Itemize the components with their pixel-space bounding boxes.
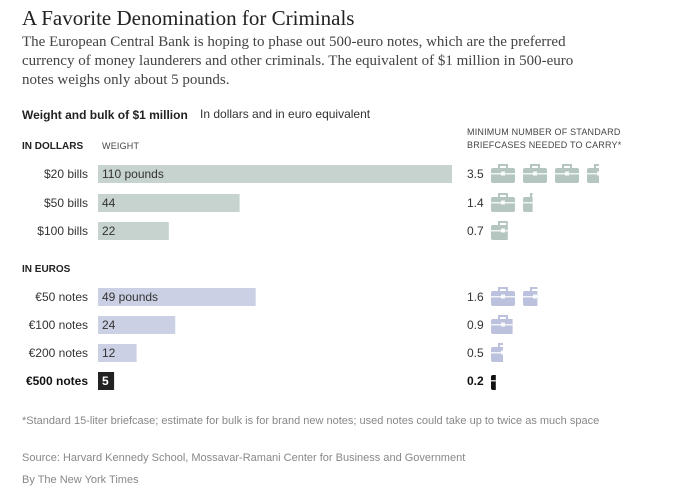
subtitle: The European Central Bank is hoping to p… [22,34,574,88]
page-title: A Favorite Denomination for Criminals [22,6,355,30]
row-label: $20 bills [44,167,88,181]
credit-line: By The New York Times [22,474,139,486]
section-label-dollars: IN DOLLARS [22,141,84,152]
section-label-euros: IN EUROS [22,264,71,275]
row-label: $50 bills [44,196,88,210]
briefcase-count-label: 1.6 [467,290,484,304]
bar [98,194,240,212]
bar-chart: $20 bills 110 pounds 3.5 $50 bills 44 1.4 $100… [26,164,599,390]
chart-subtitle: In dollars and in euro equivalent [200,107,371,121]
briefcase-count-label: 3.5 [467,167,484,181]
footnote: *Standard 15-liter briefcase; estimate f… [22,415,600,427]
briefcase-count-label: 0.5 [467,346,484,360]
briefcase-icon [523,193,533,212]
bar-value-label: 49 pounds [102,290,158,304]
bar-value-label: 110 pounds [102,167,164,181]
bar [98,316,176,334]
briefcase-count-label: 0.9 [467,318,484,332]
chart-title: Weight and bulk of $1 million [22,108,188,122]
bar [98,372,115,390]
row-label: €100 notes [29,318,88,332]
briefcase-icon [555,164,579,183]
bar-value-label: 24 [102,318,116,332]
briefcase-icon [491,375,496,390]
row-label: €200 notes [29,346,88,360]
bar [98,344,137,362]
row-label: €50 notes [35,290,88,304]
briefcase-icon [523,287,538,306]
bar-value-label: 44 [102,196,116,210]
briefcase-icon [523,164,547,183]
bar-value-label: 12 [102,346,116,360]
row-label: $100 bills [37,224,88,238]
briefcase-count-label: 1.4 [467,196,484,210]
row-label: €500 notes [26,374,88,388]
briefcase-count-label: 0.2 [467,374,484,388]
bar [98,165,452,183]
bar-value-label: 22 [102,224,116,238]
source-note: Source: Harvard Kennedy School, Mossavar… [22,452,466,464]
briefcase-icon [491,193,515,212]
briefcase-icon [491,287,515,306]
bar [98,222,169,240]
briefcase-icon [491,315,513,334]
bar [98,288,256,306]
briefcase-icon [491,343,503,362]
briefcase-count-label: 0.7 [467,224,484,238]
briefcase-icon [587,164,599,183]
briefcase-icon [491,221,508,240]
briefcase-icon [491,164,515,183]
briefcase-column-header: MINIMUM NUMBER OF STANDARD BRIEFCASES NE… [467,127,622,150]
bar-value-label: 5 [102,374,109,388]
weight-column-header: WEIGHT [102,141,140,151]
